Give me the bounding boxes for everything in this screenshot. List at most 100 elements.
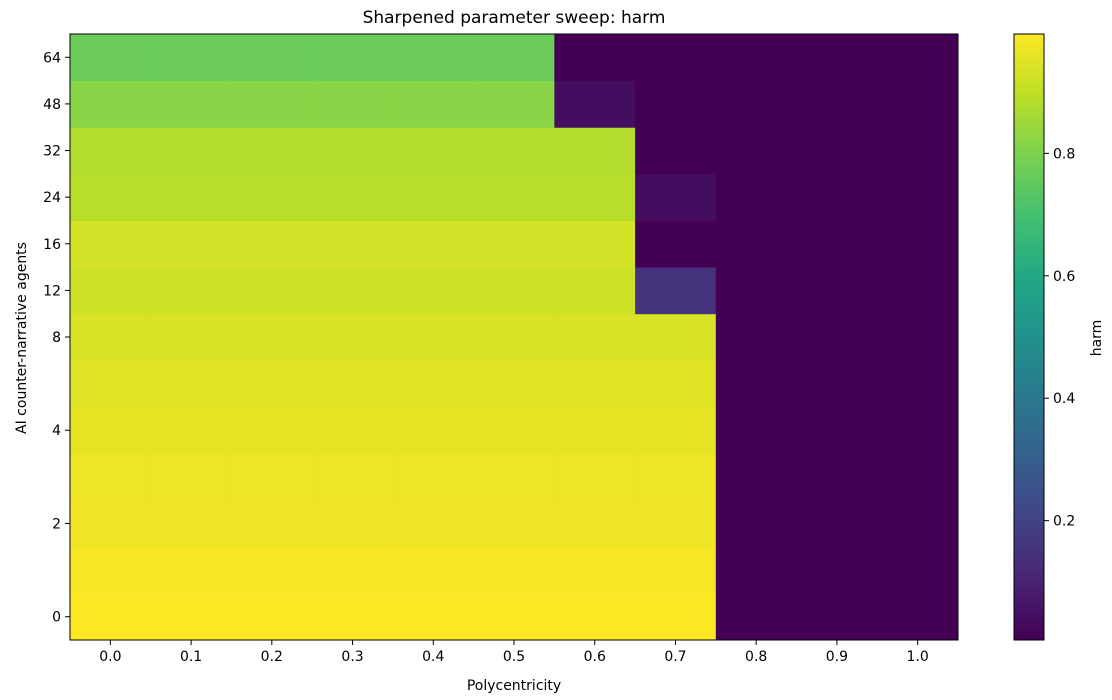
heatmap-cell: [231, 500, 313, 548]
heatmap-cell: [392, 593, 475, 641]
heatmap-cell: [231, 593, 313, 641]
heatmap-cell: [635, 173, 717, 221]
heatmap-cell: [554, 220, 636, 268]
heatmap-cell: [150, 127, 232, 175]
heatmap-cell: [231, 127, 313, 175]
heatmap-cell: [231, 406, 313, 455]
heatmap-cell: [150, 360, 232, 408]
heatmap-cell: [715, 406, 798, 455]
heatmap-cell: [877, 453, 959, 501]
y-tick-label: 16: [43, 237, 61, 253]
heatmap-cell: [392, 34, 475, 82]
heatmap-cell: [554, 313, 636, 361]
x-tick-label: 0.4: [422, 649, 444, 665]
heatmap-cell: [150, 267, 232, 315]
x-tick-label: 0.6: [584, 649, 606, 665]
heatmap-cell: [392, 453, 475, 501]
heatmap-cell: [473, 593, 555, 641]
heatmap-cell: [70, 546, 152, 594]
heatmap-cell: [392, 360, 475, 408]
heatmap-cell: [796, 593, 878, 641]
heatmap-cell: [877, 546, 959, 594]
x-tick-label: 0.2: [261, 649, 283, 665]
x-tick-label: 0.9: [826, 649, 848, 665]
heatmap-cell: [877, 267, 959, 315]
heatmap-cell: [473, 500, 555, 548]
heatmap-cell: [796, 546, 878, 594]
y-tick-label: 32: [43, 144, 61, 160]
heatmap-cell: [715, 500, 798, 548]
heatmap-cell: [70, 406, 152, 455]
heatmap-cell: [877, 406, 959, 455]
heatmap-cell: [796, 360, 878, 408]
y-tick-label: 2: [52, 516, 61, 532]
heatmap-cell: [635, 593, 717, 641]
heatmap-cell: [715, 546, 798, 594]
heatmap-cell: [877, 34, 959, 82]
heatmap-cell: [877, 500, 959, 548]
heatmap-cell: [877, 220, 959, 268]
heatmap-cell: [392, 546, 475, 594]
colorbar-tick-label: 0.8: [1053, 146, 1075, 162]
heatmap-cell: [554, 406, 636, 455]
heatmap-cell: [877, 80, 959, 128]
heatmap-cell: [877, 360, 959, 408]
heatmap-cell: [392, 406, 475, 455]
heatmap-cell: [554, 80, 636, 128]
heatmap-cell: [715, 220, 798, 268]
heatmap-cell: [150, 173, 232, 221]
heatmap-cell: [473, 220, 555, 268]
heatmap-cell: [70, 220, 152, 268]
heatmap-cell: [715, 313, 798, 361]
heatmap-cell: [70, 360, 152, 408]
heatmap-cell: [635, 267, 717, 315]
heatmap-cell: [635, 453, 717, 501]
heatmap-cell: [635, 80, 717, 128]
heatmap-cell: [635, 546, 717, 594]
heatmap-cell: [70, 313, 152, 361]
heatmap-cell: [312, 173, 394, 221]
heatmap-cell: [796, 127, 878, 175]
heatmap-cell: [554, 34, 636, 82]
heatmap-cell: [231, 80, 313, 128]
heatmap-cell: [635, 313, 717, 361]
heatmap-cell: [796, 313, 878, 361]
heatmap-cell: [715, 80, 798, 128]
colorbar-tick-label: 0.2: [1053, 514, 1075, 530]
x-tick-label: 0.8: [745, 649, 767, 665]
heatmap-cell: [715, 593, 798, 641]
heatmap-cell: [715, 127, 798, 175]
colorbar-tick-label: 0.4: [1053, 391, 1075, 407]
heatmap-cell: [312, 406, 394, 455]
heatmap-cell: [150, 500, 232, 548]
heatmap-cell: [150, 80, 232, 128]
heatmap-cell: [796, 173, 878, 221]
heatmap-cell: [70, 173, 152, 221]
heatmap-cell: [473, 453, 555, 501]
heatmap-cell: [635, 500, 717, 548]
heatmap-cell: [877, 593, 959, 641]
heatmap-cell: [70, 80, 152, 128]
heatmap-cell: [473, 127, 555, 175]
heatmap-cell: [231, 220, 313, 268]
heatmap-cell: [796, 267, 878, 315]
heatmap-cell: [635, 34, 717, 82]
x-tick-label: 0.7: [664, 649, 686, 665]
y-tick-label: 12: [43, 283, 61, 299]
heatmap-cell: [392, 127, 475, 175]
heatmap-cell: [715, 267, 798, 315]
heatmap-cell: [312, 593, 394, 641]
heatmap-cell: [473, 267, 555, 315]
heatmap-cell: [635, 360, 717, 408]
heatmap-cell: [150, 453, 232, 501]
heatmap-cell: [473, 173, 555, 221]
heatmap-cell: [473, 313, 555, 361]
x-axis-label: Polycentricity: [467, 678, 561, 694]
heatmap-cell: [635, 220, 717, 268]
heatmap-cell: [150, 406, 232, 455]
x-tick-label: 0.3: [341, 649, 363, 665]
x-tick-label: 0.1: [180, 649, 202, 665]
y-tick-label: 48: [43, 97, 61, 113]
heatmap-cell: [877, 313, 959, 361]
